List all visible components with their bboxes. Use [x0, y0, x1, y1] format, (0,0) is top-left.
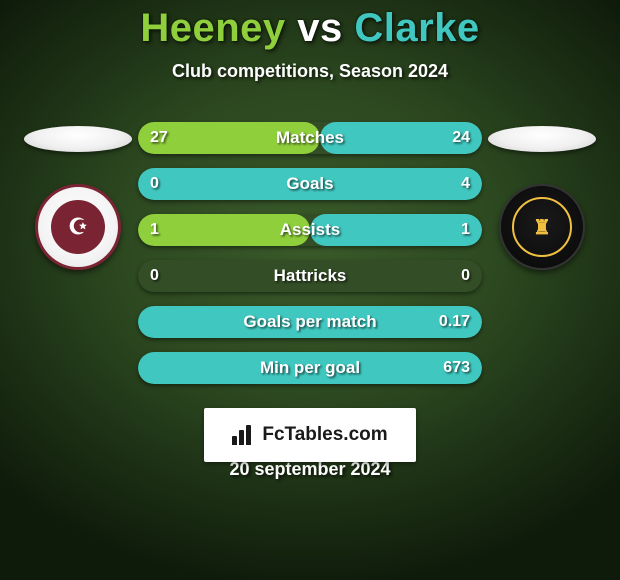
stat-value-right: 0	[461, 260, 470, 292]
title-right-name: Clarke	[354, 6, 479, 50]
stat-fill-right	[138, 352, 482, 384]
left-crest-glyph: ☪	[51, 200, 105, 254]
right-logo-column: ♜	[482, 110, 602, 270]
right-crest-glyph: ♜	[512, 197, 572, 257]
footer-date: 20 september 2024	[0, 459, 620, 480]
stat-row: Goals04	[138, 168, 482, 200]
stat-fill-right	[310, 214, 482, 246]
stat-label: Hattricks	[138, 260, 482, 292]
mid-section: ☪ Matches2724 Goals04 Assists11 Hattricks0 0…	[0, 110, 620, 384]
right-club-crest: ♜	[499, 184, 585, 270]
left-player-oval	[24, 126, 132, 152]
stat-row: Matches2724	[138, 122, 482, 154]
stat-fill-right	[138, 306, 482, 338]
stat-row: Min per goal673	[138, 352, 482, 384]
right-player-oval	[488, 126, 596, 152]
brand-wrapper: FcTables.com	[0, 394, 620, 462]
subtitle: Club competitions, Season 2024	[172, 61, 448, 82]
stat-fill-right	[138, 168, 482, 200]
brand-text: FcTables.com	[262, 424, 387, 446]
stats-bars: Matches2724 Goals04 Assists11 Hattricks0 0 Go…	[138, 110, 482, 384]
page-title: Heeney vs Clarke	[140, 6, 479, 51]
title-left-name: Heeney	[140, 6, 285, 50]
stat-row: Goals per match0.17	[138, 306, 482, 338]
stat-row: Hattricks0 0	[138, 260, 482, 292]
stat-row: Assists11	[138, 214, 482, 246]
stat-fill-right	[320, 122, 482, 154]
stat-fill-left	[138, 214, 310, 246]
left-club-crest: ☪	[35, 184, 121, 270]
stat-fill-left	[138, 122, 320, 154]
title-separator: vs	[297, 6, 343, 50]
content-root: Heeney vs Clarke Club competitions, Seas…	[0, 0, 620, 580]
brand-box: FcTables.com	[204, 408, 416, 462]
brand-bars-icon	[232, 425, 256, 445]
left-logo-column: ☪	[18, 110, 138, 270]
stat-value-left: 0	[150, 260, 159, 292]
